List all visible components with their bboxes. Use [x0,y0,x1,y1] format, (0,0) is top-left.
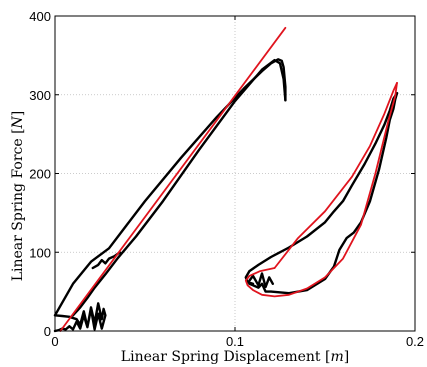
measured-series-line-6 [248,272,274,289]
x-axis-label: Linear Spring Displacement [m] [121,349,349,365]
y-axis-label: Linear Spring Force [N] [10,111,26,282]
model-series-line-1 [273,82,398,269]
y-tick-label: 100 [29,245,51,260]
y-tick-label: 200 [29,167,51,182]
y-tick-label: 400 [29,9,51,24]
x-tick-label: 0 [51,334,58,349]
y-tick-label: 0 [44,324,51,339]
measured-series-line-3 [91,251,122,270]
measured-series-line-4 [248,91,399,295]
x-axis-label-text: Linear Spring Displacement [ [121,349,331,365]
measured-series-line-5 [244,91,399,285]
x-axis-label-unit: m [330,349,343,365]
model-series-line-0 [59,26,287,332]
axis-ticks: 0 0.1 0.2 0 100 200 300 400 [29,9,424,349]
measured-series-line-1 [71,58,287,317]
x-tick-label: 0.2 [406,334,424,349]
measured-series-line-0 [53,58,287,317]
x-tick-label: 0.1 [226,334,244,349]
grid-lines [55,16,415,331]
model-series-line-2 [244,82,398,298]
y-axis-label-close: ] [10,111,26,116]
y-axis-label-text: Linear Spring Force [ [10,128,26,281]
measured-series-line-2 [53,302,107,333]
y-tick-label: 300 [29,88,51,103]
plot-series [53,26,399,333]
y-axis-label-unit: N [10,115,26,129]
x-axis-label-close: ] [344,349,349,365]
